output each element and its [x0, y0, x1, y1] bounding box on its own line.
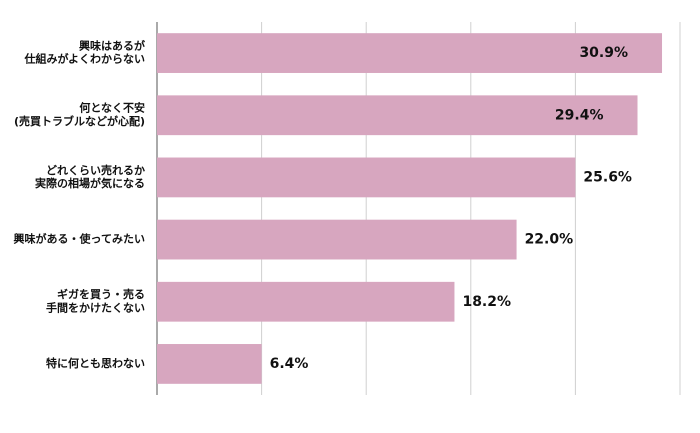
value-label: 29.4%	[555, 107, 604, 123]
bar	[157, 281, 455, 322]
y-tick-label: 興味はあるが仕組みがよくわからない	[24, 38, 145, 65]
y-tick-label: どれくらい売れるか実際の相場が気になる	[35, 163, 145, 190]
y-tick-label: 特に何とも思わない	[46, 356, 145, 370]
value-label: 6.4%	[270, 356, 309, 372]
bar	[157, 95, 638, 136]
bar	[157, 344, 262, 384]
y-tick-label: 何となく不安(売買トラブルなどが心配)	[14, 101, 145, 128]
value-label: 30.9%	[579, 45, 628, 61]
value-label: 25.6%	[583, 169, 632, 185]
value-label: 22.0%	[525, 232, 574, 248]
bar	[157, 157, 576, 198]
value-label: 18.2%	[462, 294, 511, 310]
y-tick-label: ギガを買う・売る手間をかけたくない	[46, 287, 145, 314]
bar	[157, 219, 517, 260]
bar	[157, 33, 663, 73]
y-tick-label: 興味がある・使ってみたい	[14, 232, 145, 246]
